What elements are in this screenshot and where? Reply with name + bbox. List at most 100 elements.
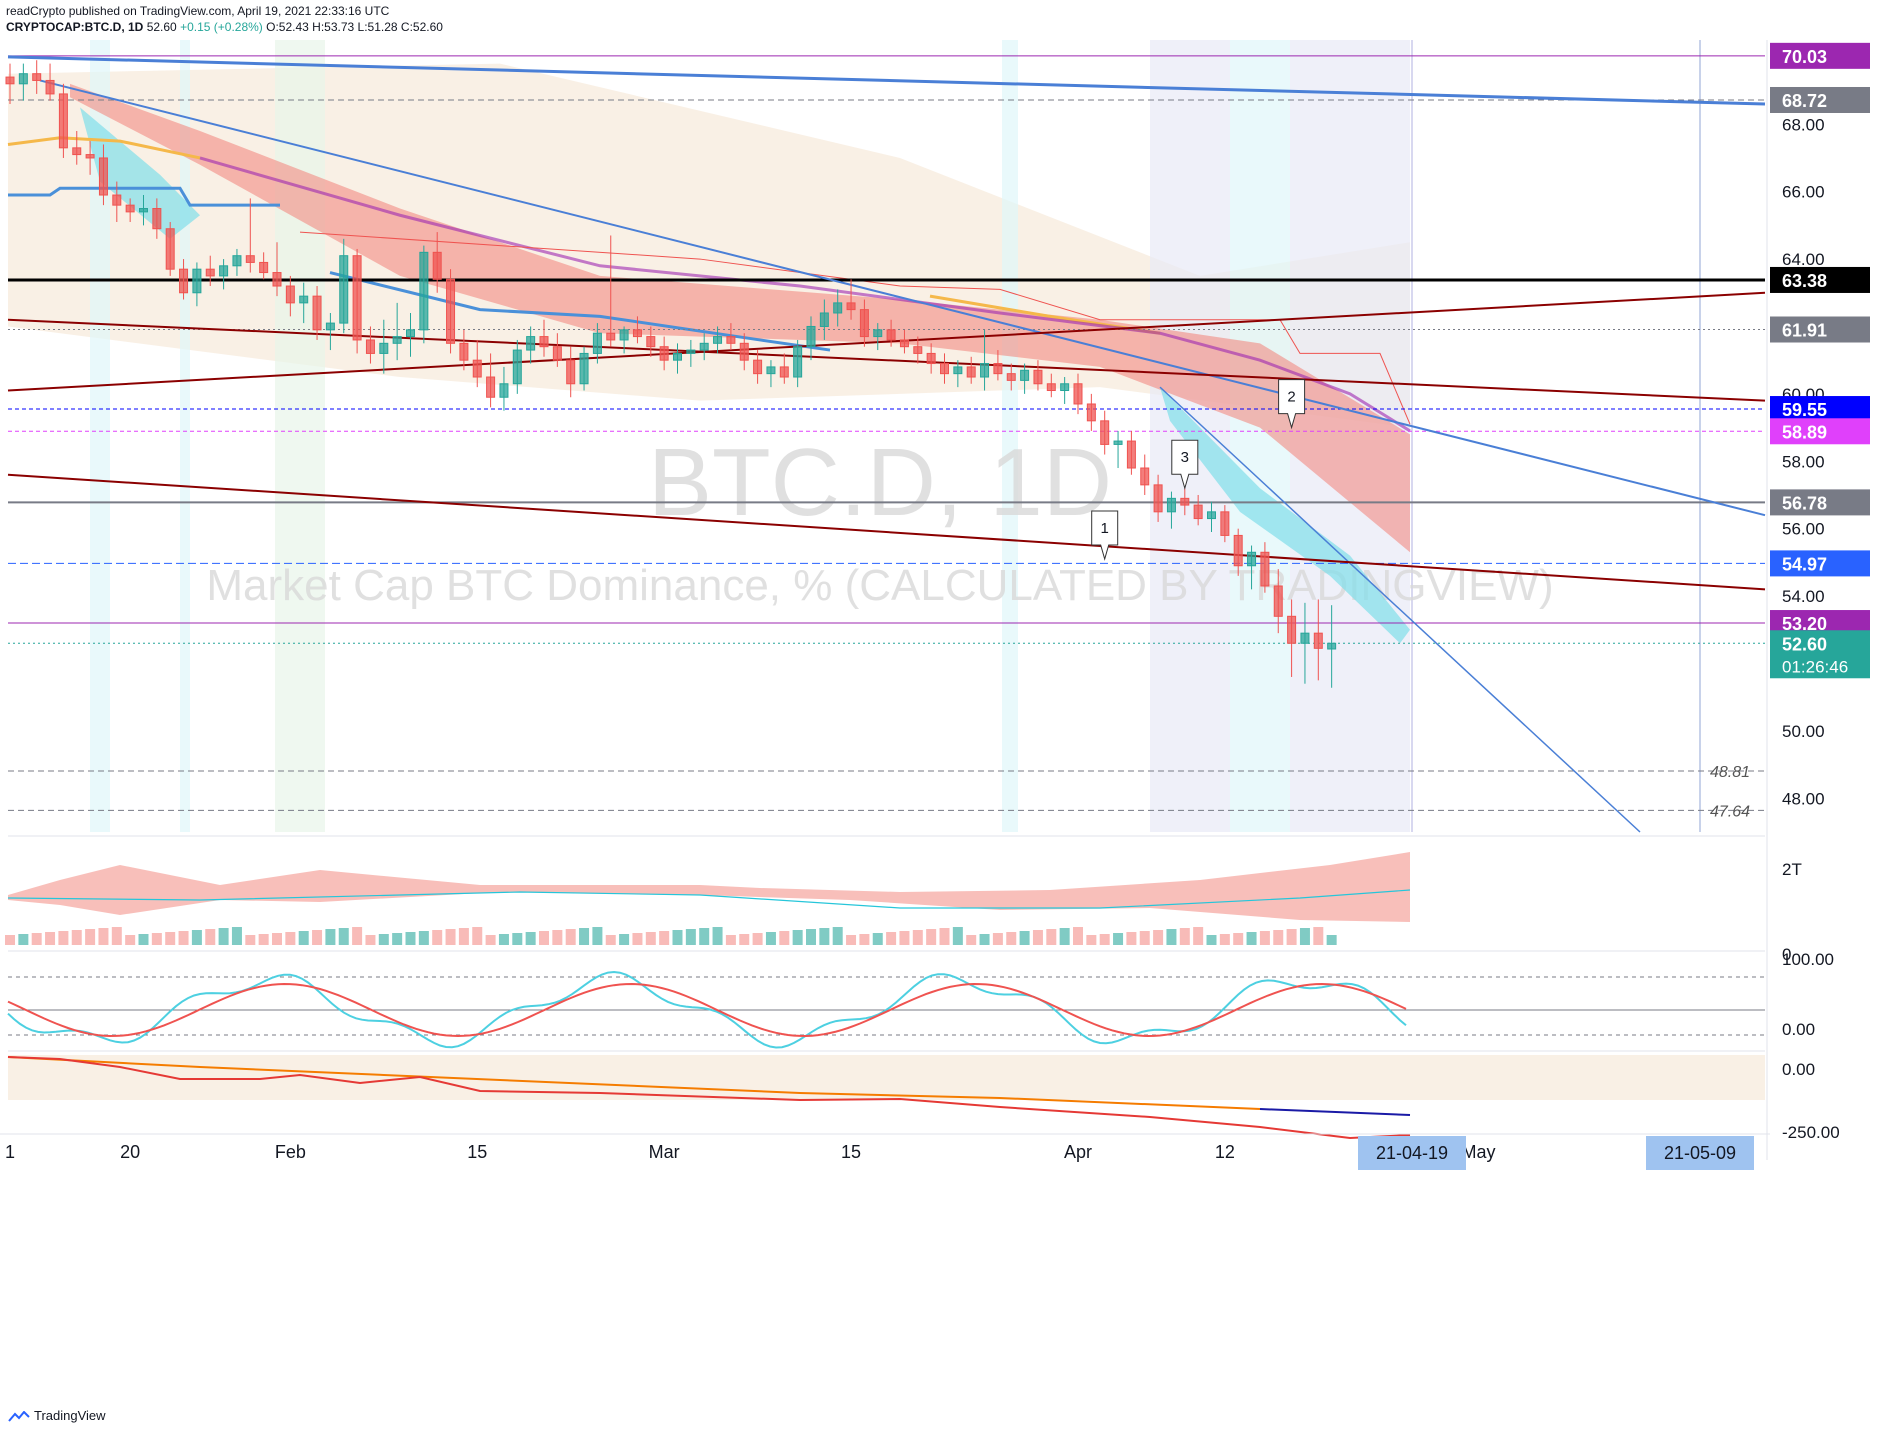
candle <box>1287 599 1297 677</box>
candle <box>379 319 389 374</box>
candle <box>165 221 175 276</box>
candle <box>993 350 1003 381</box>
candle <box>5 63 15 105</box>
candle <box>673 343 682 374</box>
volume-bar <box>1179 928 1190 945</box>
volume-bar <box>111 927 122 945</box>
candle-body <box>1247 551 1257 567</box>
volume-bar <box>939 928 950 945</box>
candle-body <box>112 194 122 206</box>
price-label-box <box>1770 418 1870 445</box>
volume-bar <box>899 931 910 945</box>
volume-bar <box>752 933 763 945</box>
candle <box>1273 569 1283 634</box>
price-label-text: 61.91 <box>1782 321 1827 341</box>
price-label: 58.89 <box>1770 418 1870 445</box>
trendline-long <box>7 55 1766 106</box>
candle <box>739 333 749 371</box>
candle <box>1180 488 1190 516</box>
volume-bar <box>392 933 403 945</box>
volume-bar <box>165 932 176 945</box>
candle <box>873 323 883 351</box>
candle <box>1073 373 1083 415</box>
candle-body <box>486 376 496 398</box>
volume-bar <box>926 929 937 945</box>
candle-body <box>1260 551 1270 587</box>
volume-bar <box>1273 930 1284 945</box>
price-chart[interactable]: BTC.D, 1D Market Cap BTC Dominance, % (C… <box>0 40 1877 1400</box>
candle <box>325 312 335 351</box>
date-highlight-box <box>1646 1136 1754 1170</box>
callout-shape <box>1171 439 1199 491</box>
last-price: 52.60 <box>146 20 177 34</box>
candle-body <box>859 309 869 338</box>
candle <box>526 326 536 364</box>
volume-bar <box>1326 935 1337 945</box>
candle <box>579 346 589 391</box>
candle-body <box>499 383 509 398</box>
candle <box>406 312 415 357</box>
candle <box>1060 377 1070 404</box>
volume-bar <box>846 935 857 945</box>
candle-body <box>966 366 976 378</box>
price-label: 56.78 <box>1770 489 1870 516</box>
candle <box>566 346 576 398</box>
price-label-box <box>1770 42 1870 69</box>
candle <box>512 339 522 394</box>
volume-bar <box>178 931 189 945</box>
callout-text: 1 <box>1101 520 1109 537</box>
candle-body <box>1060 383 1070 392</box>
highlight-band <box>90 40 110 832</box>
candle-body <box>45 79 55 95</box>
price-label-box <box>1770 316 1870 343</box>
price-label-text: 54.97 <box>1782 554 1827 574</box>
candle <box>98 144 108 206</box>
date-highlight-text: 21-05-09 <box>1664 1143 1736 1163</box>
candle <box>793 339 803 388</box>
volume-bar <box>739 934 750 945</box>
volume-bar <box>1193 927 1204 945</box>
candle-body <box>579 352 589 385</box>
level-label: 48.81 <box>1710 764 1750 781</box>
volume-bar <box>432 930 443 945</box>
candle <box>72 130 82 165</box>
candle-body <box>1207 511 1216 520</box>
price-label-text: 59.55 <box>1782 400 1827 420</box>
callout-text: 2 <box>1287 389 1295 406</box>
candle-body <box>753 359 763 375</box>
y-tick-label: 50.00 <box>1782 722 1825 741</box>
candle-body <box>325 322 335 331</box>
candle <box>1113 430 1123 469</box>
volume-bar <box>245 935 256 945</box>
volume-bar <box>71 930 82 945</box>
callout-shape <box>1091 510 1119 561</box>
price-label-text: 56.78 <box>1782 493 1827 513</box>
candle-body <box>1086 403 1096 422</box>
ma-orange <box>7 136 201 160</box>
volume-bar <box>806 929 816 945</box>
candle-body <box>566 359 576 385</box>
price-label: 52.60 01:26:46 <box>1770 630 1870 679</box>
volume-bar <box>125 935 136 945</box>
candle <box>472 339 482 388</box>
candle <box>432 232 442 293</box>
volume-bar <box>458 928 469 945</box>
volume-bar <box>258 934 269 945</box>
x-tick-label: Apr <box>1064 1142 1092 1162</box>
price-label: 54.97 <box>1770 550 1870 577</box>
candle-body <box>1126 440 1136 469</box>
candle-body <box>686 349 696 354</box>
volume-bar <box>85 929 96 945</box>
candle-body <box>352 255 362 341</box>
candle-body <box>886 329 896 341</box>
price-label-text: 70.03 <box>1782 47 1827 67</box>
osc-slow <box>7 1056 1261 1110</box>
volume-bar <box>58 931 69 945</box>
candle-body <box>980 363 990 378</box>
osc-slow <box>1259 1108 1411 1116</box>
tradingview-footer: TradingView <box>8 1408 106 1423</box>
price-change: +0.15 (+0.28%) <box>180 20 263 34</box>
channel-rising <box>7 291 1766 392</box>
volume-bar <box>1286 929 1297 945</box>
candle-body <box>899 339 909 348</box>
